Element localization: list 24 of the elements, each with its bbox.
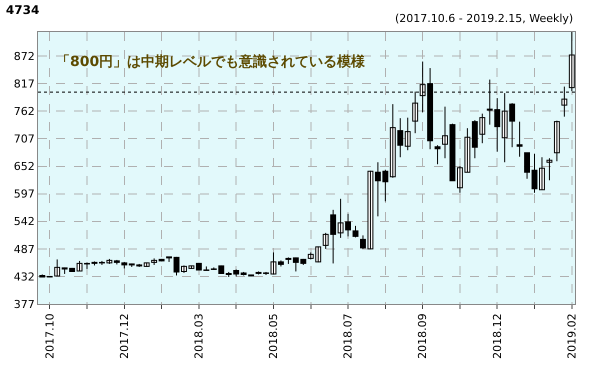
y-tick-label: 817 [14,77,35,90]
candlestick [546,158,552,181]
y-tick-label: 872 [14,50,35,63]
x-tick-label: 2018.09 [416,313,430,359]
y-tick-label: 542 [14,215,35,228]
x-tick-label: 2018.03 [192,313,206,359]
chart-subtitle: (2017.10.6 - 2019.2.15, Weekly) [395,12,574,25]
y-tick-label: 762 [14,105,35,118]
candlestick [434,144,440,165]
y-tick-label: 597 [14,188,35,201]
y-tick-label: 707 [14,132,35,146]
annotation: 「800円」は中期レベルでも意識されている模様 [56,53,366,70]
y-tick-label: 377 [14,298,35,311]
x-tick-label: 2017.12 [118,313,131,359]
x-tick-label: 2018.12 [490,313,504,359]
y-tick-label: 432 [14,270,35,284]
chart-title: 4734 [6,2,40,17]
x-tick-label: 2017.10 [43,313,56,359]
y-tick-label: 652 [14,160,35,174]
x-tick-label: 2018.05 [267,313,280,359]
x-tick-label: 2019.02 [565,313,578,359]
candlestick [516,121,523,158]
y-tick-label: 487 [14,242,35,256]
x-tick-label: 2018.07 [342,313,355,359]
